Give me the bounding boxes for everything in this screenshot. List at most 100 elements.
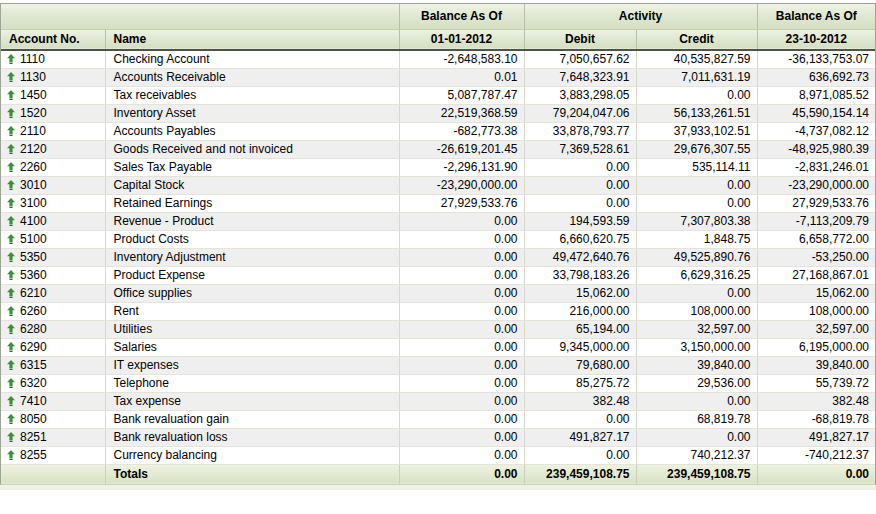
- open-account-arrow-icon[interactable]: [6, 179, 16, 189]
- open-account-arrow-icon[interactable]: [6, 449, 16, 459]
- account-name: Salaries: [105, 338, 399, 356]
- account-row[interactable]: 3100 Retained Earnings 27,929,533.76 0.0…: [1, 194, 875, 212]
- open-account-arrow-icon[interactable]: [6, 71, 16, 81]
- opening-balance: 0.00: [399, 230, 524, 248]
- credit-amount: 108,000.00: [636, 302, 757, 320]
- open-account-arrow-icon[interactable]: [6, 395, 16, 405]
- account-number: 5100: [20, 232, 47, 246]
- open-account-arrow-icon[interactable]: [6, 323, 16, 333]
- account-row[interactable]: 1520 Inventory Asset 22,519,368.59 79,20…: [1, 104, 875, 122]
- closing-balance: 27,929,533.76: [757, 194, 875, 212]
- open-account-arrow-icon[interactable]: [6, 215, 16, 225]
- open-account-arrow-icon[interactable]: [6, 233, 16, 243]
- closing-balance: -36,133,753.07: [757, 50, 875, 68]
- account-row[interactable]: 2120 Goods Received and not invoiced -26…: [1, 140, 875, 158]
- account-row[interactable]: 3010 Capital Stock -23,290,000.00 0.00 0…: [1, 176, 875, 194]
- account-row[interactable]: 5350 Inventory Adjustment 0.00 49,472,64…: [1, 248, 875, 266]
- open-account-arrow-icon[interactable]: [6, 125, 16, 135]
- open-account-arrow-icon[interactable]: [6, 53, 16, 63]
- account-row[interactable]: 1450 Tax receivables 5,087,787.47 3,883,…: [1, 86, 875, 104]
- closing-balance: 108,000.00: [757, 302, 875, 320]
- account-row[interactable]: 1130 Accounts Receivable 0.01 7,648,323.…: [1, 68, 875, 86]
- open-account-arrow-icon[interactable]: [6, 251, 16, 261]
- column-header-account-no[interactable]: Account No.: [1, 29, 105, 50]
- account-row[interactable]: 1110 Checking Account -2,648,583.10 7,05…: [1, 50, 875, 68]
- credit-amount: 49,525,890.76: [636, 248, 757, 266]
- debit-amount: 15,062.00: [524, 284, 636, 302]
- opening-balance: 0.00: [399, 356, 524, 374]
- debit-amount: 3,883,298.05: [524, 86, 636, 104]
- account-name: Bank revaluation gain: [105, 410, 399, 428]
- account-number: 3100: [20, 196, 47, 210]
- column-header-name[interactable]: Name: [105, 29, 399, 50]
- opening-balance: 22,519,368.59: [399, 104, 524, 122]
- trial-balance-table: Balance As Of Activity Balance As Of Acc…: [1, 4, 875, 484]
- account-number: 5360: [20, 268, 47, 282]
- account-row[interactable]: 2260 Sales Tax Payable -2,296,131.90 0.0…: [1, 158, 875, 176]
- account-row[interactable]: 2110 Accounts Payables -682,773.38 33,87…: [1, 122, 875, 140]
- closing-balance: 8,971,085.52: [757, 86, 875, 104]
- closing-balance: 39,840.00: [757, 356, 875, 374]
- debit-amount: 7,369,528.61: [524, 140, 636, 158]
- open-account-arrow-icon[interactable]: [6, 413, 16, 423]
- open-account-arrow-icon[interactable]: [6, 197, 16, 207]
- open-account-arrow-icon[interactable]: [6, 305, 16, 315]
- account-row[interactable]: 6280 Utilities 0.00 65,194.00 32,597.00 …: [1, 320, 875, 338]
- header-group-balance-opening: Balance As Of: [399, 4, 524, 29]
- account-row[interactable]: 7410 Tax expense 0.00 382.48 0.00 382.48: [1, 392, 875, 410]
- account-cell: 6210: [1, 284, 105, 302]
- credit-amount: 29,536.00: [636, 374, 757, 392]
- open-account-arrow-icon[interactable]: [6, 269, 16, 279]
- totals-credit: 239,459,108.75: [636, 464, 757, 484]
- account-row[interactable]: 8050 Bank revaluation gain 0.00 0.00 68,…: [1, 410, 875, 428]
- closing-balance: 6,658,772.00: [757, 230, 875, 248]
- account-row[interactable]: 6290 Salaries 0.00 9,345,000.00 3,150,00…: [1, 338, 875, 356]
- account-row[interactable]: 8255 Currency balancing 0.00 0.00 740,21…: [1, 446, 875, 464]
- totals-opening-balance: 0.00: [399, 464, 524, 484]
- trial-balance-panel: Balance As Of Activity Balance As Of Acc…: [0, 3, 876, 485]
- account-row[interactable]: 6260 Rent 0.00 216,000.00 108,000.00 108…: [1, 302, 875, 320]
- open-account-arrow-icon[interactable]: [6, 107, 16, 117]
- closing-balance: -7,113,209.79: [757, 212, 875, 230]
- opening-balance: -26,619,201.45: [399, 140, 524, 158]
- account-row[interactable]: 6210 Office supplies 0.00 15,062.00 0.00…: [1, 284, 875, 302]
- column-header-debit[interactable]: Debit: [524, 29, 636, 50]
- column-header-opening-date[interactable]: 01-01-2012: [399, 29, 524, 50]
- closing-balance: 27,168,867.01: [757, 266, 875, 284]
- debit-amount: 79,680.00: [524, 356, 636, 374]
- account-cell: 6315: [1, 356, 105, 374]
- account-row[interactable]: 6315 IT expenses 0.00 79,680.00 39,840.0…: [1, 356, 875, 374]
- account-number: 8251: [20, 430, 47, 444]
- open-account-arrow-icon[interactable]: [6, 143, 16, 153]
- closing-balance: -23,290,000.00: [757, 176, 875, 194]
- open-account-arrow-icon[interactable]: [6, 359, 16, 369]
- account-name: Retained Earnings: [105, 194, 399, 212]
- account-number: 2260: [20, 160, 47, 174]
- account-row[interactable]: 4100 Revenue - Product 0.00 194,593.59 7…: [1, 212, 875, 230]
- column-header-closing-date[interactable]: 23-10-2012: [757, 29, 875, 50]
- account-cell: 7410: [1, 392, 105, 410]
- account-row[interactable]: 6320 Telephone 0.00 85,275.72 29,536.00 …: [1, 374, 875, 392]
- open-account-arrow-icon[interactable]: [6, 89, 16, 99]
- account-number: 3010: [20, 178, 47, 192]
- closing-balance: 55,739.72: [757, 374, 875, 392]
- account-cell: 1520: [1, 104, 105, 122]
- debit-amount: 33,798,183.26: [524, 266, 636, 284]
- open-account-arrow-icon[interactable]: [6, 377, 16, 387]
- account-row[interactable]: 5360 Product Expense 0.00 33,798,183.26 …: [1, 266, 875, 284]
- open-account-arrow-icon[interactable]: [6, 287, 16, 297]
- account-number: 6260: [20, 304, 47, 318]
- debit-amount: 7,050,657.62: [524, 50, 636, 68]
- opening-balance: -2,296,131.90: [399, 158, 524, 176]
- account-row[interactable]: 5100 Product Costs 0.00 6,660,620.75 1,8…: [1, 230, 875, 248]
- open-account-arrow-icon[interactable]: [6, 431, 16, 441]
- account-cell: 5360: [1, 266, 105, 284]
- column-header-credit[interactable]: Credit: [636, 29, 757, 50]
- account-number: 7410: [20, 394, 47, 408]
- open-account-arrow-icon[interactable]: [6, 341, 16, 351]
- open-account-arrow-icon[interactable]: [6, 161, 16, 171]
- account-cell: 6290: [1, 338, 105, 356]
- opening-balance: 0.00: [399, 446, 524, 464]
- account-name: Accounts Receivable: [105, 68, 399, 86]
- account-row[interactable]: 8251 Bank revaluation loss 0.00 491,827.…: [1, 428, 875, 446]
